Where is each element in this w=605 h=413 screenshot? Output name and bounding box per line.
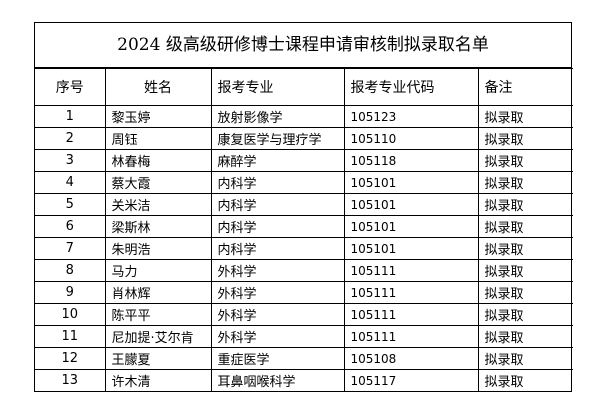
cell-major-code: 105101 bbox=[343, 215, 479, 238]
cell-major-code: 105111 bbox=[343, 303, 479, 326]
cell-note: 拟录取 bbox=[477, 193, 573, 216]
header-name: 姓名 bbox=[104, 68, 212, 106]
cell-major-code: 105101 bbox=[343, 171, 479, 194]
table-row: 5 关米洁 内科学 105101 拟录取 bbox=[35, 193, 573, 216]
header-no: 序号 bbox=[35, 68, 106, 106]
admission-list-sheet: 2024 级高级研修博士课程申请审核制拟录取名单 序号 姓名 报考专业 报考专业… bbox=[34, 22, 573, 392]
cell-note: 拟录取 bbox=[477, 149, 573, 172]
table-row: 4 蔡大霞 内科学 105101 拟录取 bbox=[35, 171, 573, 194]
cell-no: 2 bbox=[35, 127, 106, 150]
cell-note: 拟录取 bbox=[477, 259, 573, 282]
table-row: 10 陈平平 外科学 105111 拟录取 bbox=[35, 303, 573, 326]
cell-name: 马力 bbox=[104, 259, 212, 282]
cell-major-code: 105101 bbox=[343, 237, 479, 260]
table-row: 7 朱明浩 内科学 105101 拟录取 bbox=[35, 237, 573, 260]
cell-name: 关米洁 bbox=[104, 193, 212, 216]
cell-no: 5 bbox=[35, 193, 106, 216]
table-row: 2 周钰 康复医学与理疗学 105110 拟录取 bbox=[35, 127, 573, 150]
cell-major: 内科学 bbox=[210, 171, 345, 194]
cell-major: 外科学 bbox=[210, 325, 345, 348]
cell-major: 重症医学 bbox=[210, 347, 345, 370]
cell-major: 耳鼻咽喉科学 bbox=[210, 369, 345, 391]
cell-name: 黎玉婷 bbox=[104, 105, 212, 128]
cell-major: 内科学 bbox=[210, 215, 345, 238]
cell-note: 拟录取 bbox=[477, 281, 573, 304]
cell-major-code: 105110 bbox=[343, 127, 479, 150]
cell-name: 肖林辉 bbox=[104, 281, 212, 304]
cell-no: 6 bbox=[35, 215, 106, 238]
table-row: 12 王朦夏 重症医学 105108 拟录取 bbox=[35, 347, 573, 370]
cell-major: 内科学 bbox=[210, 237, 345, 260]
page-title: 2024 级高级研修博士课程申请审核制拟录取名单 bbox=[35, 23, 571, 68]
cell-major: 麻醉学 bbox=[210, 149, 345, 172]
cell-no: 12 bbox=[35, 347, 106, 370]
cell-note: 拟录取 bbox=[477, 237, 573, 260]
table-header-row: 序号 姓名 报考专业 报考专业代码 备注 bbox=[35, 68, 573, 106]
cell-name: 许木清 bbox=[104, 369, 212, 391]
cell-note: 拟录取 bbox=[477, 369, 573, 391]
cell-note: 拟录取 bbox=[477, 171, 573, 194]
admission-table: 序号 姓名 报考专业 报考专业代码 备注 1 黎玉婷 放射影像学 105123 拟录取 2… bbox=[35, 68, 573, 391]
header-note: 备注 bbox=[477, 68, 573, 106]
cell-major: 康复医学与理疗学 bbox=[210, 127, 345, 150]
cell-no: 8 bbox=[35, 259, 106, 282]
table-row: 11 尼加提·艾尔肯 外科学 105111 拟录取 bbox=[35, 325, 573, 348]
table-row: 9 肖林辉 外科学 105111 拟录取 bbox=[35, 281, 573, 304]
cell-note: 拟录取 bbox=[477, 105, 573, 128]
cell-no: 3 bbox=[35, 149, 106, 172]
cell-name: 蔡大霞 bbox=[104, 171, 212, 194]
cell-no: 11 bbox=[35, 325, 106, 348]
cell-major-code: 105108 bbox=[343, 347, 479, 370]
cell-no: 13 bbox=[35, 369, 106, 391]
cell-name: 陈平平 bbox=[104, 303, 212, 326]
cell-major-code: 105111 bbox=[343, 259, 479, 282]
cell-name: 梁斯林 bbox=[104, 215, 212, 238]
cell-no: 7 bbox=[35, 237, 106, 260]
cell-note: 拟录取 bbox=[477, 127, 573, 150]
table-row: 6 梁斯林 内科学 105101 拟录取 bbox=[35, 215, 573, 238]
header-major-code: 报考专业代码 bbox=[343, 68, 479, 106]
cell-major: 内科学 bbox=[210, 193, 345, 216]
table-row: 3 林春梅 麻醉学 105118 拟录取 bbox=[35, 149, 573, 172]
cell-note: 拟录取 bbox=[477, 325, 573, 348]
cell-major-code: 105118 bbox=[343, 149, 479, 172]
table-row: 8 马力 外科学 105111 拟录取 bbox=[35, 259, 573, 282]
cell-no: 1 bbox=[35, 105, 106, 128]
cell-name: 周钰 bbox=[104, 127, 212, 150]
cell-note: 拟录取 bbox=[477, 347, 573, 370]
cell-no: 10 bbox=[35, 303, 106, 326]
cell-major: 外科学 bbox=[210, 281, 345, 304]
cell-major-code: 105111 bbox=[343, 325, 479, 348]
cell-no: 9 bbox=[35, 281, 106, 304]
cell-note: 拟录取 bbox=[477, 303, 573, 326]
cell-no: 4 bbox=[35, 171, 106, 194]
cell-major-code: 105111 bbox=[343, 281, 479, 304]
cell-major-code: 105101 bbox=[343, 193, 479, 216]
cell-name: 林春梅 bbox=[104, 149, 212, 172]
cell-note: 拟录取 bbox=[477, 215, 573, 238]
cell-major: 放射影像学 bbox=[210, 105, 345, 128]
cell-major: 外科学 bbox=[210, 303, 345, 326]
cell-name: 尼加提·艾尔肯 bbox=[104, 325, 212, 348]
cell-major-code: 105117 bbox=[343, 369, 479, 391]
cell-name: 王朦夏 bbox=[104, 347, 212, 370]
header-major: 报考专业 bbox=[210, 68, 345, 106]
table-row: 1 黎玉婷 放射影像学 105123 拟录取 bbox=[35, 105, 573, 128]
table-row: 13 许木清 耳鼻咽喉科学 105117 拟录取 bbox=[35, 369, 573, 391]
cell-major: 外科学 bbox=[210, 259, 345, 282]
cell-major-code: 105123 bbox=[343, 105, 479, 128]
cell-name: 朱明浩 bbox=[104, 237, 212, 260]
